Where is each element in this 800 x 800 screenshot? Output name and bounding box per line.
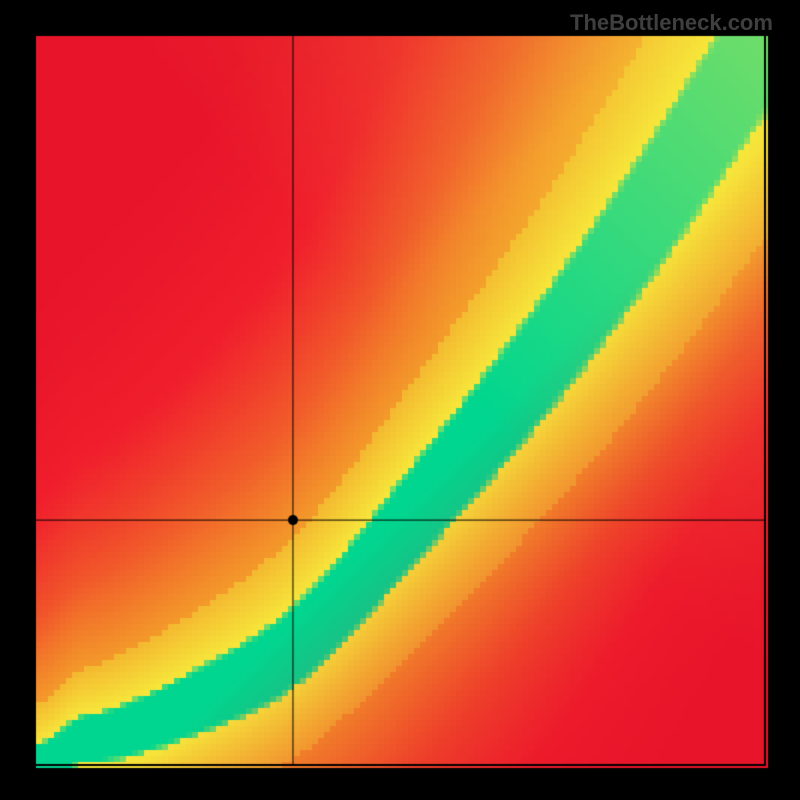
chart-container: TheBottleneck.com [0,0,800,800]
watermark-text: TheBottleneck.com [570,10,773,36]
heatmap-canvas [0,0,800,800]
